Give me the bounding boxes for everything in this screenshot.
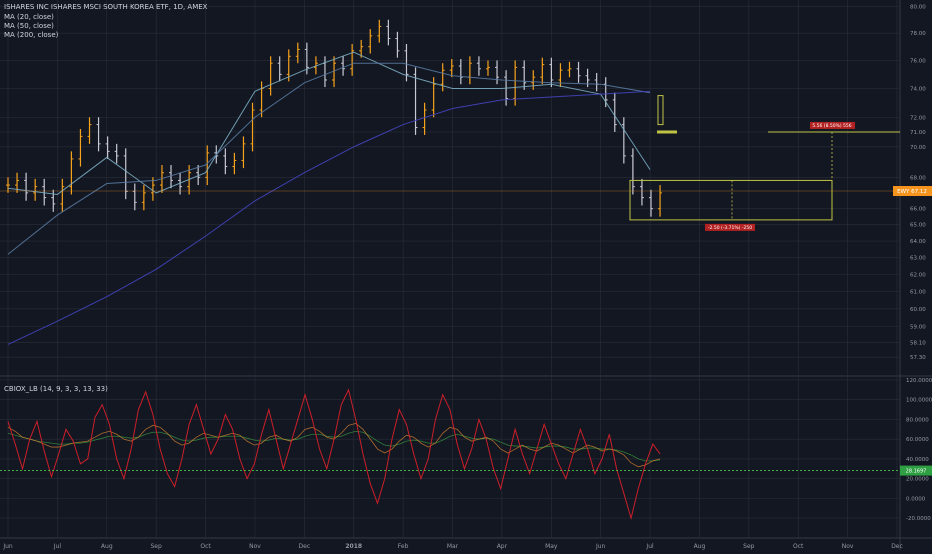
target-badge bbox=[810, 121, 855, 129]
target-badge-text: 5.56 (8.50%) 556 bbox=[812, 123, 851, 129]
osc-fast-line bbox=[7, 388, 661, 521]
osc-signal-line bbox=[7, 430, 661, 462]
price-tick-label: 57.30 bbox=[910, 355, 926, 361]
time-tick-label: Sep bbox=[743, 543, 755, 550]
price-tick-label: 80.00 bbox=[910, 5, 926, 11]
ma200-label: MA (200, close) bbox=[4, 31, 59, 39]
arrow-marker bbox=[657, 95, 664, 126]
price-tick-label: 59.00 bbox=[910, 325, 926, 331]
price-tick-label: 58.10 bbox=[910, 341, 926, 347]
price-tick-label: 60.00 bbox=[910, 307, 926, 313]
time-tick-label: 2018 bbox=[345, 543, 362, 550]
osc-level-badge bbox=[900, 465, 932, 476]
price-tick-label: 71.00 bbox=[910, 130, 926, 136]
price-tick-label: 64.00 bbox=[910, 239, 926, 245]
price-badge-text: EWY 67.12 bbox=[897, 189, 927, 195]
time-tick-label: Dec bbox=[891, 543, 903, 550]
osc-level-badge-text: 28.1697 bbox=[906, 469, 927, 475]
price-tick-label: 61.00 bbox=[910, 289, 926, 295]
chart-title: ISHARES INC ISHARES MSCI SOUTH KOREA ETF… bbox=[4, 3, 208, 11]
price-badge bbox=[893, 186, 932, 197]
indicator-label: CBIOX_LB (14, 9, 3, 3, 13, 33) bbox=[4, 385, 108, 393]
time-tick-label: Apr bbox=[497, 543, 508, 550]
price-tick-label: 72.00 bbox=[910, 115, 926, 121]
time-tick-label: Feb bbox=[398, 543, 409, 550]
ma20-label: MA (20, close) bbox=[4, 13, 54, 21]
time-tick-label: Mar bbox=[447, 543, 459, 550]
price-tick-label: 65.00 bbox=[910, 223, 926, 229]
time-tick-label: Jun bbox=[595, 543, 606, 550]
time-tick-label: Dec bbox=[299, 543, 311, 550]
ma200-line bbox=[7, 90, 651, 345]
osc-tick-label: 0.0000 bbox=[906, 496, 926, 502]
price-tick-label: 78.00 bbox=[910, 31, 926, 37]
time-tick-label: Sep bbox=[151, 543, 163, 550]
osc-tick-label: 20.0000 bbox=[906, 477, 929, 483]
price-tick-label: 66.00 bbox=[910, 207, 926, 213]
ma50-label: MA (50, close) bbox=[4, 22, 54, 30]
price-tick-label: 74.00 bbox=[910, 86, 926, 92]
osc-tick-label: 120.0000 bbox=[906, 378, 932, 384]
time-tick-label: Aug bbox=[694, 543, 706, 550]
time-tick-label: Jul bbox=[53, 543, 62, 550]
ma20-line bbox=[7, 51, 651, 195]
time-tick-label: Nov bbox=[249, 543, 261, 550]
stop-badge bbox=[705, 223, 755, 231]
osc-tick-label: 40.0000 bbox=[906, 457, 929, 463]
time-tick-label: Oct bbox=[200, 543, 211, 550]
osc-slow-line bbox=[7, 422, 661, 468]
osc-tick-label: 100.0000 bbox=[906, 398, 932, 404]
time-tick-label: May bbox=[545, 543, 558, 550]
price-tick-label: 62.00 bbox=[910, 272, 926, 278]
time-tick-label: Jun bbox=[2, 543, 13, 550]
price-tick-label: 76.00 bbox=[910, 58, 926, 64]
ma50-line bbox=[7, 62, 651, 255]
time-tick-label: Nov bbox=[842, 543, 854, 550]
price-tick-label: 68.00 bbox=[910, 175, 926, 181]
time-tick-label: Jul bbox=[645, 543, 654, 550]
time-tick-label: Aug bbox=[101, 543, 113, 550]
osc-tick-label: 60.0000 bbox=[906, 437, 929, 443]
osc-tick-label: 80.0000 bbox=[906, 417, 929, 423]
price-tick-label: 70.00 bbox=[910, 145, 926, 151]
stop-badge-text: -2.50 (-3.71%) -250 bbox=[708, 225, 752, 231]
osc-tick-label: -20.0000 bbox=[906, 516, 931, 522]
arrow-marker-base bbox=[657, 130, 677, 134]
price-tick-label: 63.00 bbox=[910, 256, 926, 262]
time-tick-label: Oct bbox=[793, 543, 804, 550]
